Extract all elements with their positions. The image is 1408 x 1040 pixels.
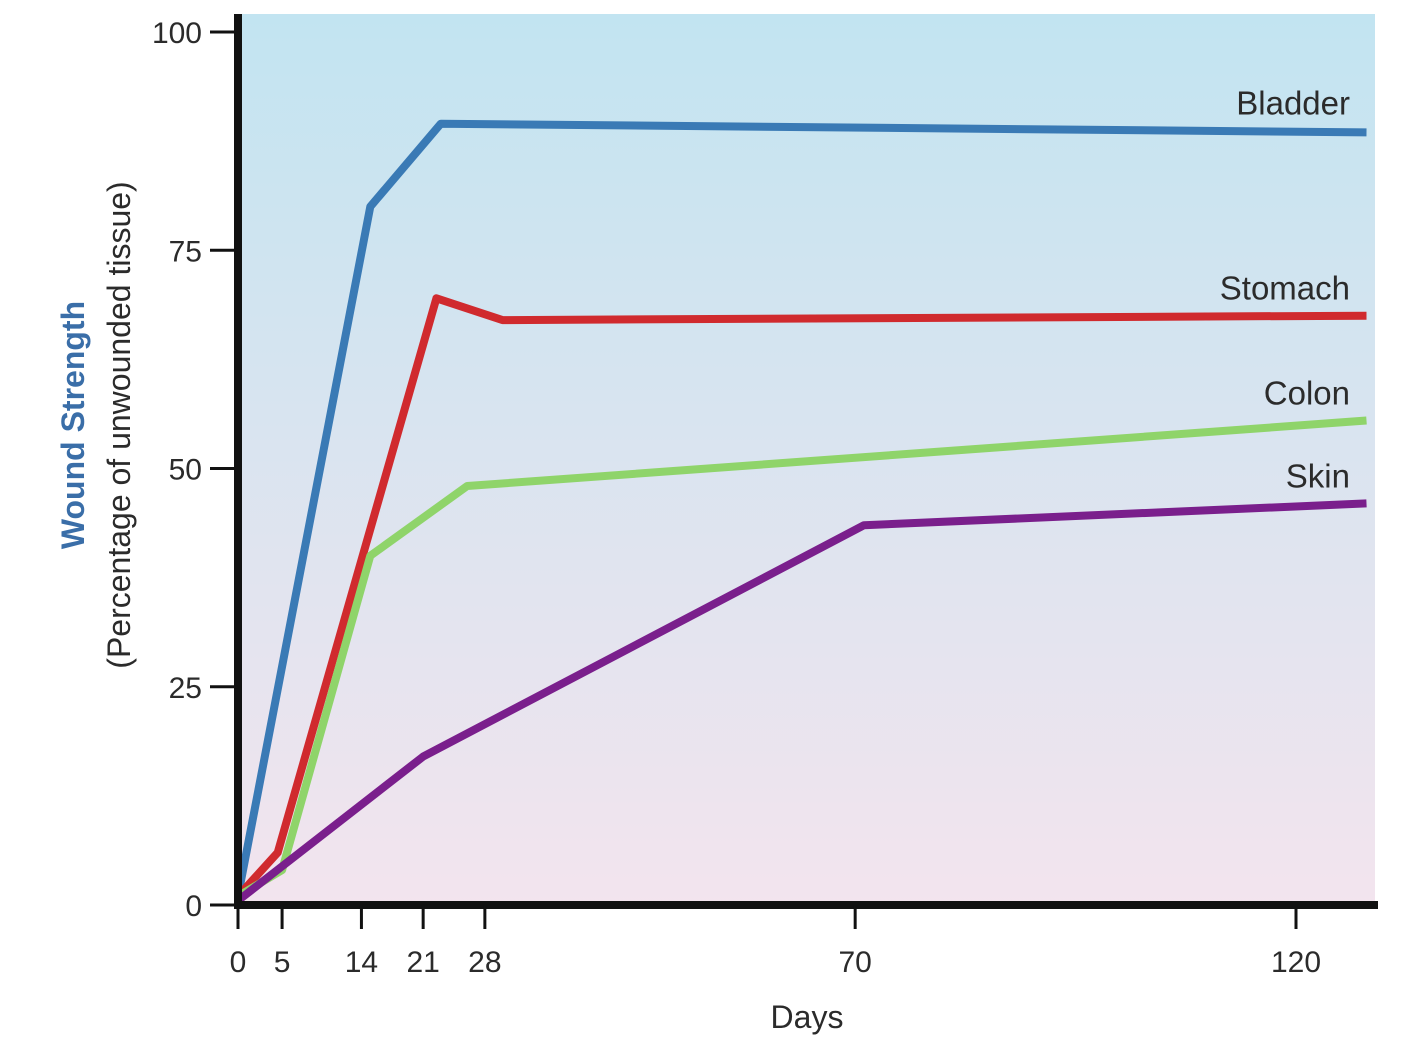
x-tick-label: 120 xyxy=(1271,946,1321,979)
y-tick-label: 100 xyxy=(152,17,202,50)
series-layer xyxy=(234,119,1367,904)
series-label-stomach: Stomach xyxy=(1220,270,1350,307)
x-tick-label: 5 xyxy=(274,946,291,979)
series-label-bladder: Bladder xyxy=(1236,84,1350,121)
x-tick-label: 14 xyxy=(345,946,378,979)
y-axis-title: Wound Strength xyxy=(55,301,91,549)
x-tick-label: 28 xyxy=(468,946,501,979)
series-line-skin xyxy=(235,499,1367,904)
x-tick-label: 70 xyxy=(838,946,871,979)
x-tick-layer: 0 5 14 21 28 70 120 xyxy=(230,905,1321,979)
y-axis-subtitle: (Percentage of unwounded tissue) xyxy=(101,181,137,668)
x-tick-label: 21 xyxy=(406,946,439,979)
y-tick-label: 0 xyxy=(185,890,202,923)
x-tick-label: 0 xyxy=(230,946,247,979)
x-axis-title: Days xyxy=(771,999,844,1035)
y-tick-label: 75 xyxy=(169,235,202,268)
series-label-colon: Colon xyxy=(1264,374,1350,411)
series-line-bladder xyxy=(234,119,1367,898)
y-tick-label: 25 xyxy=(169,672,202,705)
series-label-skin: Skin xyxy=(1286,457,1350,494)
y-tick-layer: 0 25 50 75 100 xyxy=(152,17,238,923)
series-label-layer: Bladder Stomach Colon Skin xyxy=(1220,84,1350,494)
series-line-stomach xyxy=(235,294,1367,899)
y-tick-label: 50 xyxy=(169,454,202,487)
